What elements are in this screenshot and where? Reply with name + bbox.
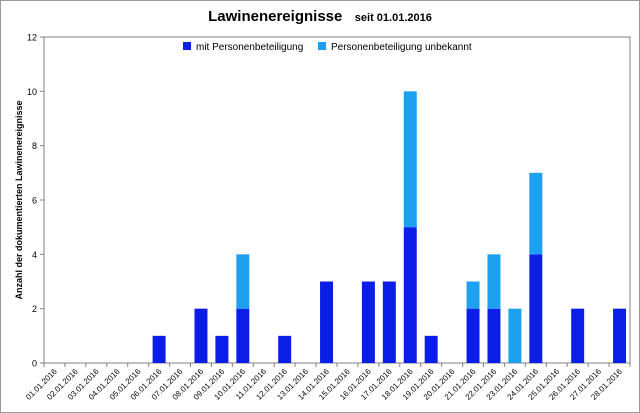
bar-personenbeteiligung-unbekannt: [508, 308, 522, 363]
y-tick-label: 6: [32, 196, 37, 206]
bar-mit-personenbeteiligung: [236, 308, 250, 363]
bar-mit-personenbeteiligung: [215, 335, 229, 363]
bar-personenbeteiligung-unbekannt: [403, 91, 417, 228]
y-tick-label: 2: [32, 304, 37, 314]
y-tick-label: 8: [32, 141, 37, 151]
legend-swatch: [318, 42, 326, 50]
bar-personenbeteiligung-unbekannt: [236, 254, 250, 309]
bar-mit-personenbeteiligung: [487, 308, 501, 363]
y-tick-label: 4: [32, 250, 37, 260]
y-axis-label: Anzahl der dokumentierten Lawinenereigni…: [14, 100, 24, 299]
legend-label: mit Personenbeteiligung: [196, 42, 303, 53]
bar-mit-personenbeteiligung: [320, 281, 334, 363]
chart-subtitle: seit 01.01.2016: [354, 12, 432, 24]
bar-personenbeteiligung-unbekannt: [466, 281, 480, 309]
chart-title: Lawinenereignisse: [208, 8, 343, 25]
bar-mit-personenbeteiligung: [424, 335, 438, 363]
bar-mit-personenbeteiligung: [529, 254, 543, 363]
y-tick-label: 12: [27, 33, 37, 43]
bar-personenbeteiligung-unbekannt: [529, 172, 543, 255]
bar-mit-personenbeteiligung: [403, 227, 417, 363]
bar-mit-personenbeteiligung: [278, 335, 292, 363]
y-tick-label: 10: [27, 87, 37, 97]
bar-mit-personenbeteiligung: [194, 308, 208, 363]
legend-label: Personenbeteiligung unbekannt: [331, 42, 472, 53]
bar-mit-personenbeteiligung: [152, 335, 166, 363]
y-tick-label: 0: [32, 359, 37, 369]
chart-title-area: Lawinenereignisse seit 01.01.2016: [0, 8, 640, 26]
bar-mit-personenbeteiligung: [466, 308, 480, 363]
legend-swatch: [183, 42, 191, 50]
bar-mit-personenbeteiligung: [571, 308, 585, 363]
bar-mit-personenbeteiligung: [361, 281, 375, 363]
bar-personenbeteiligung-unbekannt: [487, 254, 501, 309]
bar-mit-personenbeteiligung: [613, 308, 627, 363]
bar-mit-personenbeteiligung: [382, 281, 396, 363]
